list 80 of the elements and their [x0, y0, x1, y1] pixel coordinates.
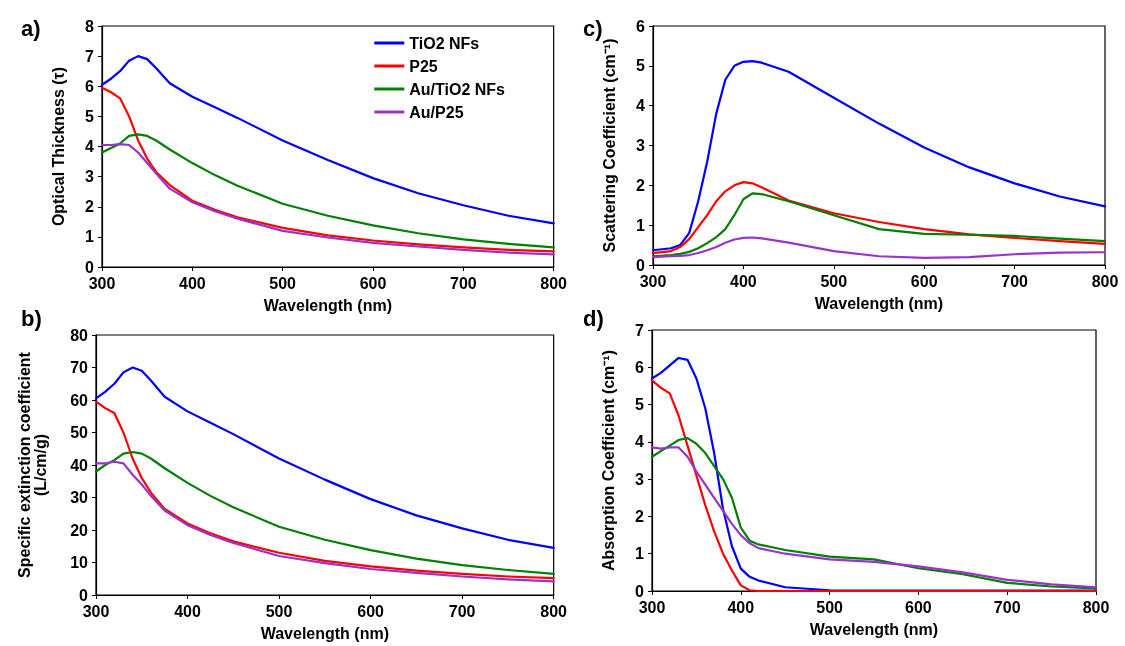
- legend-label: Au/P25: [409, 103, 464, 121]
- y-tick-label: 5: [85, 107, 95, 125]
- y-tick-label: 2: [635, 507, 645, 525]
- y-axis-title: Scattering Coefficient (cm⁻¹): [600, 38, 618, 253]
- y-tick-label: 4: [85, 138, 95, 155]
- x-tick-label: 300: [639, 272, 667, 290]
- y-tick-label: 8: [85, 17, 95, 35]
- y-tick-label: 70: [70, 359, 89, 376]
- line-series: [651, 181, 1107, 255]
- line-series: [651, 192, 1107, 258]
- line-series: [94, 366, 555, 549]
- y-tick-label: 7: [85, 47, 95, 65]
- x-tick-label: 300: [82, 602, 110, 620]
- y-axis-title: Specific extinction coefficient (L/cm/g): [15, 351, 49, 578]
- x-tick-label: 600: [910, 272, 938, 290]
- x-tick-label: 500: [816, 598, 844, 616]
- y-tick-label: 20: [70, 521, 89, 539]
- y-tick-label: 40: [70, 456, 89, 474]
- y-tick-label: 30: [70, 489, 89, 506]
- y-tick-label: 1: [85, 228, 95, 246]
- x-tick-label: 700: [1001, 272, 1029, 290]
- x-tick-label: 800: [1091, 272, 1119, 290]
- y-tick-label: 60: [70, 391, 89, 409]
- y-axis-title: Optical Thickness (τ): [49, 66, 67, 227]
- legend-label: TiO2 NFs: [409, 34, 480, 52]
- y-tick-label: 4: [636, 97, 646, 115]
- x-tick-label: 400: [730, 272, 757, 290]
- x-tick-label: 300: [638, 598, 666, 616]
- y-tick-label: 2: [636, 176, 646, 194]
- y-tick-label: 0: [85, 258, 95, 276]
- x-tick-label: 400: [727, 598, 755, 616]
- x-tick-label: 400: [178, 274, 206, 292]
- x-tick-label: 800: [540, 274, 568, 292]
- x-tick-label: 500: [265, 602, 293, 620]
- legend-label: P25: [409, 57, 438, 75]
- x-tick-label: 700: [993, 598, 1021, 616]
- chart-title: c): [583, 15, 603, 41]
- x-tick-label: 800: [540, 602, 568, 620]
- chart-title: b): [21, 305, 42, 331]
- chart-title: d): [583, 305, 604, 331]
- x-axis-title: Wavelength (nm): [809, 620, 939, 638]
- y-tick-label: 3: [85, 168, 95, 186]
- y-tick-label: 2: [85, 198, 95, 216]
- line-series: [651, 236, 1107, 259]
- line-series: [100, 55, 555, 225]
- x-tick-label: 600: [359, 274, 387, 292]
- legend-label: Au/TiO2 NFs: [409, 80, 506, 98]
- chart-title: a): [21, 15, 41, 41]
- x-axis-title: Wavelength (nm): [814, 294, 944, 312]
- y-tick-label: 4: [635, 433, 645, 451]
- x-tick-label: 600: [905, 598, 932, 616]
- y-tick-label: 3: [635, 470, 645, 488]
- x-axis-title: Wavelength (nm): [260, 624, 389, 642]
- x-tick-label: 300: [88, 274, 116, 292]
- y-tick-label: 6: [85, 77, 95, 95]
- x-tick-label: 500: [269, 274, 297, 292]
- y-tick-label: 50: [70, 424, 89, 441]
- x-tick-label: 800: [1082, 598, 1110, 616]
- y-tick-label: 0: [636, 256, 646, 274]
- y-tick-label: 80: [70, 326, 89, 344]
- x-tick-label: 700: [449, 274, 477, 292]
- y-tick-label: 1: [635, 545, 645, 563]
- x-axis-title: Wavelength (nm): [263, 296, 392, 314]
- y-tick-label: 0: [635, 582, 645, 600]
- x-tick-label: 600: [357, 602, 385, 620]
- y-tick-label: 10: [70, 554, 89, 571]
- y-tick-label: 5: [635, 396, 645, 414]
- y-tick-label: 7: [635, 321, 645, 339]
- line-series: [651, 59, 1107, 252]
- y-tick-label: 0: [79, 586, 89, 604]
- line-series: [94, 400, 555, 580]
- x-tick-label: 700: [448, 602, 476, 620]
- y-tick-label: 3: [636, 137, 646, 154]
- y-tick-label: 6: [636, 17, 646, 35]
- y-tick-label: 5: [636, 57, 646, 75]
- y-tick-label: 6: [635, 358, 645, 376]
- x-tick-label: 500: [820, 272, 848, 290]
- y-axis-title: Absorption Coefficient (cm⁻¹): [599, 350, 617, 571]
- y-tick-label: 1: [636, 216, 646, 234]
- x-tick-label: 400: [174, 602, 201, 620]
